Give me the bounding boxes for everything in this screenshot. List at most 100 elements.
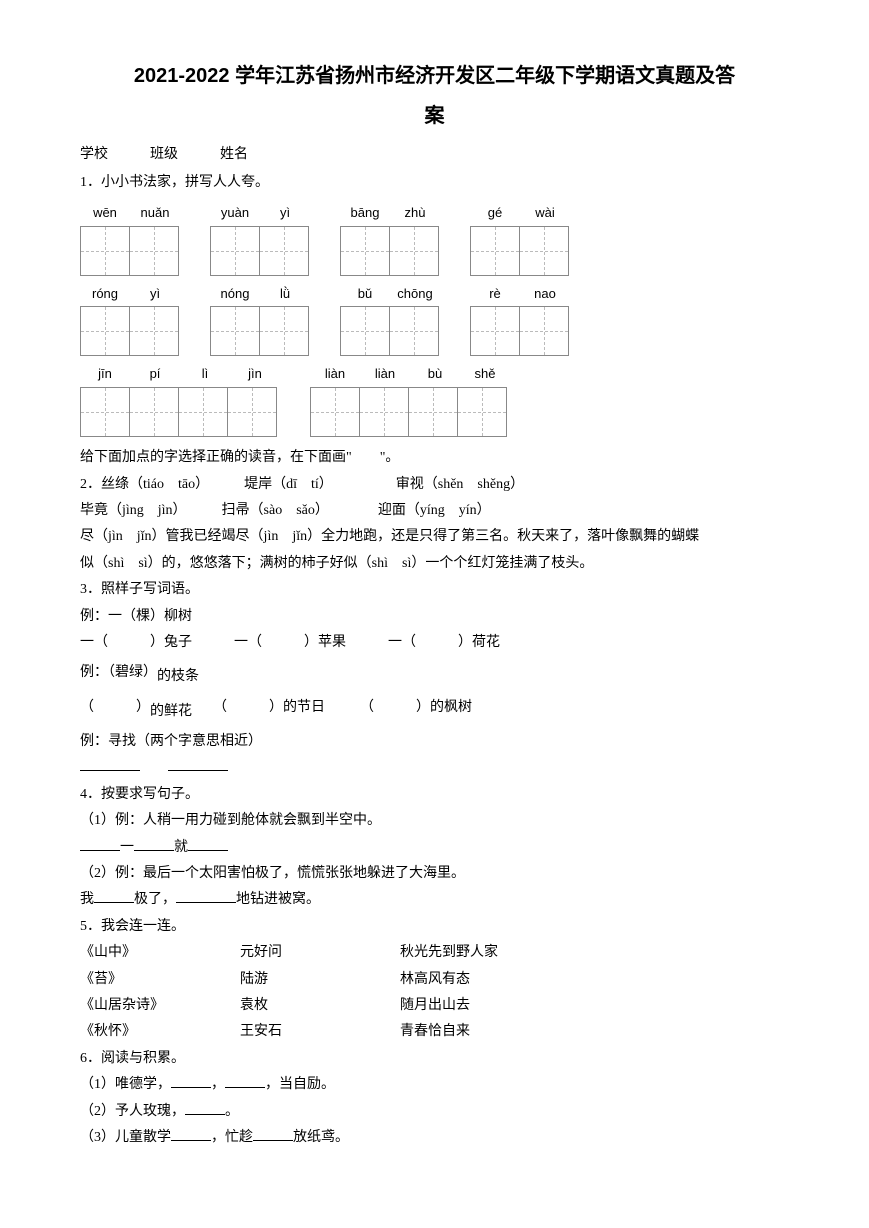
pinyin-label: yì [260,203,310,224]
char-box[interactable] [129,306,179,356]
pinyin-labels: bǔchōng [340,284,440,305]
char-boxes [340,306,440,356]
char-box[interactable] [389,306,439,356]
pinyin-label: wēn [80,203,130,224]
pinyin-row: wēnnuǎnyuànyìbāngzhùgéwài [80,203,789,276]
blank-field[interactable] [80,757,140,771]
pinyin-label: liàn [360,364,410,385]
blank-field[interactable] [185,1101,225,1115]
q3-line2-b: （ ）的节日 （ ）的枫树 [192,700,472,715]
connect-row: 《苔》陆游林高风有态 [80,969,789,991]
pinyin-label: bāng [340,203,390,224]
q6-3-mid: ，忙趁 [211,1130,253,1145]
q6-2: （2）予人玫瑰，。 [80,1101,789,1123]
connect-poem: 《秋怀》 [80,1021,240,1043]
char-box[interactable] [210,306,260,356]
blank-field[interactable] [176,889,236,903]
char-box[interactable] [519,226,569,276]
char-box[interactable] [210,226,260,276]
char-box[interactable] [457,387,507,437]
pinyin-labels: bāngzhù [340,203,440,224]
connect-author: 元好问 [240,942,400,964]
pinyin-group: géwài [470,203,570,276]
q6-1-mid: ， [211,1077,225,1092]
q3-example2: 例：（碧绿）的枝条 [80,662,789,684]
connect-row: 《山中》元好问秋光先到野人家 [80,942,789,964]
question-2: 2．丝绦（tiáo tāo） 堤岸（dī tí） 审视（shěn shěng） [80,474,789,496]
q6-3: （3）儿童散学，忙趁放纸鸢。 [80,1127,789,1149]
char-box[interactable] [259,306,309,356]
char-box[interactable] [80,226,130,276]
char-boxes [80,306,180,356]
q6-1: （1）唯德学，，，当自励。 [80,1074,789,1096]
q6-1-pre: （1）唯德学， [80,1077,171,1092]
pinyin-label: shě [460,364,510,385]
pinyin-group: liànliànbùshě [310,364,510,437]
char-box[interactable] [340,226,390,276]
blank-field[interactable] [80,837,120,851]
char-box[interactable] [227,387,277,437]
pinyin-label: zhù [390,203,440,224]
blank-field[interactable] [188,837,228,851]
pinyin-group: bāngzhù [340,203,440,276]
title-line1: 2021-2022 学年江苏省扬州市经济开发区二年级下学期语文真题及答 [80,60,789,92]
char-box[interactable] [340,306,390,356]
char-box[interactable] [470,226,520,276]
q3-example1: 例：一（棵）柳树 [80,606,789,628]
connect-row: 《秋怀》王安石青春恰自来 [80,1021,789,1043]
char-box[interactable] [519,306,569,356]
q3-ex2-pre: 例：（碧绿） [80,665,157,680]
connect-verse: 秋光先到野人家 [400,942,600,964]
q4-1-a: 一 [120,840,134,855]
pinyin-labels: yuànyì [210,203,310,224]
question-6: 6．阅读与积累。 [80,1048,789,1070]
char-box[interactable] [80,387,130,437]
q6-2-pre: （2）予人玫瑰， [80,1104,185,1119]
blank-field[interactable] [171,1074,211,1088]
pinyin-label: gé [470,203,520,224]
blank-field[interactable] [168,757,228,771]
blank-field[interactable] [94,889,134,903]
char-box[interactable] [80,306,130,356]
char-box[interactable] [389,226,439,276]
connect-verse: 林高风有态 [400,969,600,991]
blank-field[interactable] [171,1127,211,1141]
pinyin-label: jìn [230,364,280,385]
pinyin-labels: nónglǜ [210,284,310,305]
connect-row: 《山居杂诗》袁枚随月出山去 [80,995,789,1017]
q3-line2-a: （ ） [80,700,150,715]
q3-ex2-post: 的枝条 [157,669,199,684]
char-box[interactable] [178,387,228,437]
pinyin-group: róngyì [80,284,180,357]
q4-2-post: 地钻进被窝。 [236,892,320,907]
question-4: 4．按要求写句子。 [80,784,789,806]
pinyin-label: chōng [390,284,440,305]
char-box[interactable] [359,387,409,437]
pinyin-group: nónglǜ [210,284,310,357]
connect-author: 陆游 [240,969,400,991]
question-3: 3．照样子写词语。 [80,579,789,601]
blank-field[interactable] [225,1074,265,1088]
q5-connect-container: 《山中》元好问秋光先到野人家《苔》陆游林高风有态《山居杂诗》袁枚随月出山去《秋怀… [80,942,789,1044]
q4-2: （2）例：最后一个太阳害怕极了，慌慌张张地躲进了大海里。 [80,863,789,885]
pinyin-group: rènao [470,284,570,357]
q3-blank-line [80,757,789,779]
question-5: 5．我会连一连。 [80,916,789,938]
pinyin-labels: liànliànbùshě [310,364,510,385]
pinyin-group: yuànyì [210,203,310,276]
pinyin-label: yuàn [210,203,260,224]
char-box[interactable] [129,387,179,437]
pinyin-label: liàn [310,364,360,385]
q3-line1: 一（ ）兔子 一（ ）苹果 一（ ）荷花 [80,632,789,654]
connect-poem: 《苔》 [80,969,240,991]
blank-field[interactable] [253,1127,293,1141]
char-box[interactable] [470,306,520,356]
char-box[interactable] [259,226,309,276]
char-box[interactable] [408,387,458,437]
blank-field[interactable] [134,837,174,851]
pinyin-label: pí [130,364,180,385]
char-box[interactable] [310,387,360,437]
char-box[interactable] [129,226,179,276]
char-boxes [80,226,180,276]
connect-poem: 《山居杂诗》 [80,995,240,1017]
